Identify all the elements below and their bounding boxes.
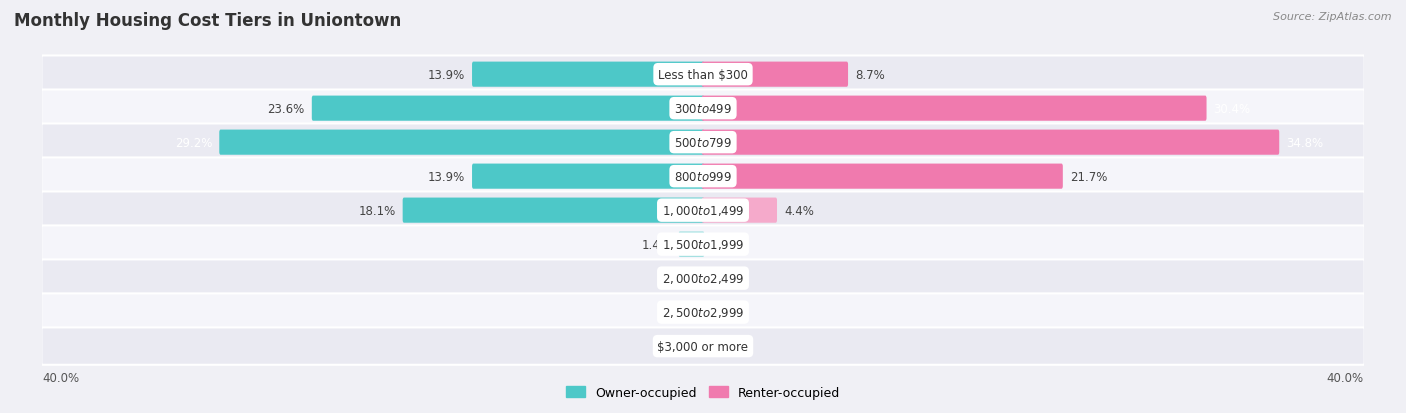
FancyBboxPatch shape xyxy=(41,294,1365,331)
FancyBboxPatch shape xyxy=(702,198,778,223)
FancyBboxPatch shape xyxy=(41,90,1365,128)
FancyBboxPatch shape xyxy=(312,96,704,121)
Text: $500 to $799: $500 to $799 xyxy=(673,136,733,149)
Text: 29.2%: 29.2% xyxy=(174,136,212,149)
Text: 34.8%: 34.8% xyxy=(1286,136,1323,149)
Text: 0.0%: 0.0% xyxy=(665,340,695,353)
Text: 23.6%: 23.6% xyxy=(267,102,305,115)
Text: 13.9%: 13.9% xyxy=(427,69,465,81)
Text: $1,500 to $1,999: $1,500 to $1,999 xyxy=(662,237,744,252)
Text: $1,000 to $1,499: $1,000 to $1,499 xyxy=(662,204,744,218)
Text: 4.4%: 4.4% xyxy=(785,204,814,217)
FancyBboxPatch shape xyxy=(679,232,704,257)
FancyBboxPatch shape xyxy=(41,158,1365,195)
FancyBboxPatch shape xyxy=(41,124,1365,161)
Text: 30.4%: 30.4% xyxy=(1213,102,1250,115)
FancyBboxPatch shape xyxy=(702,96,1206,121)
Text: 0.0%: 0.0% xyxy=(665,272,695,285)
Text: 18.1%: 18.1% xyxy=(359,204,395,217)
FancyBboxPatch shape xyxy=(702,62,848,88)
Text: $800 to $999: $800 to $999 xyxy=(673,170,733,183)
Text: 8.7%: 8.7% xyxy=(855,69,884,81)
FancyBboxPatch shape xyxy=(41,192,1365,229)
Text: $3,000 or more: $3,000 or more xyxy=(658,340,748,353)
FancyBboxPatch shape xyxy=(472,62,704,88)
Text: 0.0%: 0.0% xyxy=(711,306,741,319)
FancyBboxPatch shape xyxy=(219,130,704,155)
Text: 1.4%: 1.4% xyxy=(641,238,672,251)
Text: 0.0%: 0.0% xyxy=(665,306,695,319)
Text: 0.0%: 0.0% xyxy=(711,340,741,353)
FancyBboxPatch shape xyxy=(702,130,1279,155)
Legend: Owner-occupied, Renter-occupied: Owner-occupied, Renter-occupied xyxy=(561,381,845,404)
Text: 21.7%: 21.7% xyxy=(1070,170,1107,183)
Text: Less than $300: Less than $300 xyxy=(658,69,748,81)
Text: $2,500 to $2,999: $2,500 to $2,999 xyxy=(662,305,744,319)
FancyBboxPatch shape xyxy=(402,198,704,223)
Text: $300 to $499: $300 to $499 xyxy=(673,102,733,115)
Text: 13.9%: 13.9% xyxy=(427,170,465,183)
Text: 0.0%: 0.0% xyxy=(711,272,741,285)
FancyBboxPatch shape xyxy=(41,328,1365,365)
Text: 40.0%: 40.0% xyxy=(1327,371,1364,384)
FancyBboxPatch shape xyxy=(41,226,1365,263)
Text: $2,000 to $2,499: $2,000 to $2,499 xyxy=(662,271,744,285)
Text: Monthly Housing Cost Tiers in Uniontown: Monthly Housing Cost Tiers in Uniontown xyxy=(14,12,401,30)
Text: Source: ZipAtlas.com: Source: ZipAtlas.com xyxy=(1274,12,1392,22)
Text: 40.0%: 40.0% xyxy=(42,371,79,384)
FancyBboxPatch shape xyxy=(41,56,1365,94)
Text: 0.0%: 0.0% xyxy=(711,238,741,251)
FancyBboxPatch shape xyxy=(472,164,704,189)
FancyBboxPatch shape xyxy=(41,260,1365,297)
FancyBboxPatch shape xyxy=(702,164,1063,189)
